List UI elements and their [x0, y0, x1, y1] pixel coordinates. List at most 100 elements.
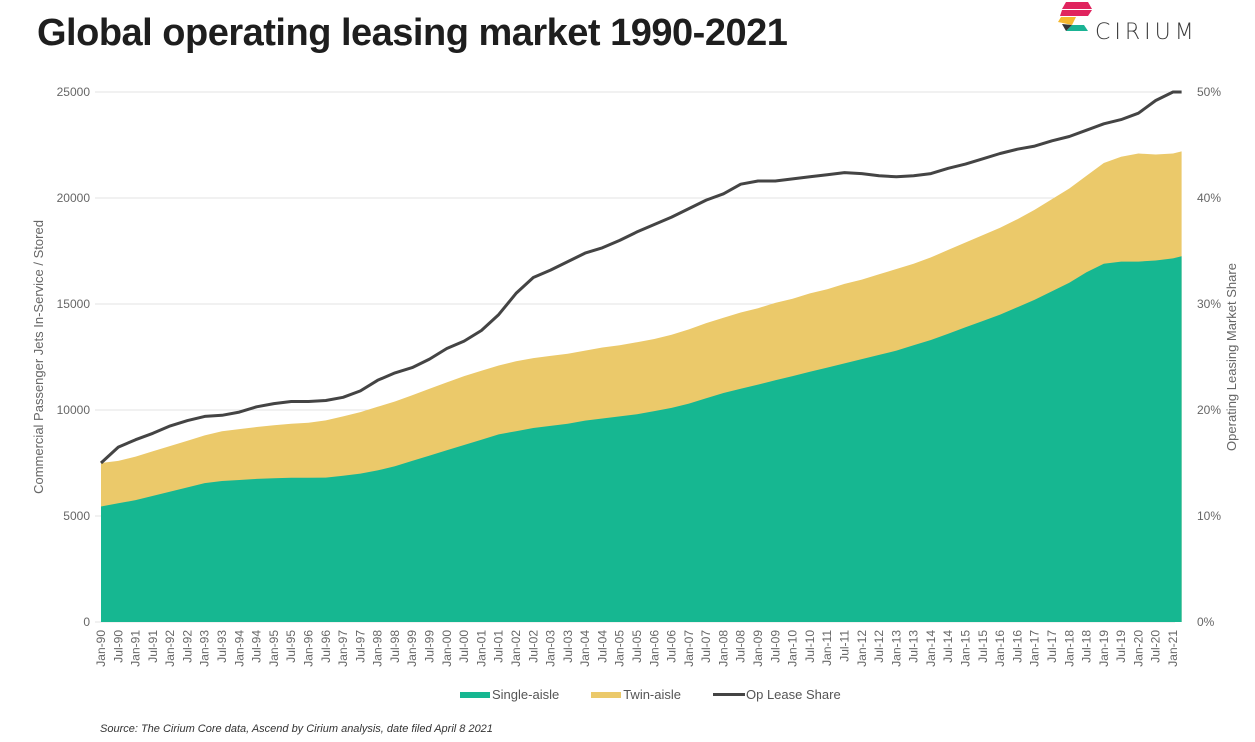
y2-tick-label: 20% — [1197, 403, 1221, 417]
y2-tick-label: 50% — [1197, 85, 1221, 99]
chart-legend: Single-aisle Twin-aisle Op Lease Share — [460, 687, 873, 702]
x-tick-label: Jan-13 — [889, 630, 903, 667]
logo-stripe-yellow — [1058, 17, 1076, 25]
logo-stripe-red-2 — [1060, 10, 1092, 16]
x-tick-label: Jul-98 — [388, 630, 402, 663]
x-tick-label: Jul-10 — [803, 630, 817, 663]
x-tick-label: Jan-20 — [1131, 630, 1145, 667]
logo-stripe-teal — [1066, 25, 1088, 31]
x-tick-label: Jul-94 — [250, 630, 264, 663]
x-tick-label: Jul-17 — [1045, 630, 1059, 663]
y2-axis-title: Operating Leasing Market Share — [1224, 263, 1239, 451]
y-tick-label: 20000 — [57, 191, 91, 205]
x-tick-label: Jan-92 — [163, 630, 177, 667]
x-tick-label: Jul-02 — [526, 630, 540, 663]
x-tick-label: Jul-12 — [872, 630, 886, 663]
x-tick-label: Jan-11 — [820, 630, 834, 666]
x-tick-label: Jan-19 — [1097, 630, 1111, 667]
x-tick-label: Jul-09 — [768, 630, 782, 663]
x-tick-label: Jan-21 — [1166, 630, 1180, 667]
x-tick-label: Jul-97 — [353, 630, 367, 663]
x-tick-label: Jul-20 — [1149, 630, 1163, 663]
x-tick-label: Jul-92 — [181, 630, 195, 663]
x-tick-label: Jan-04 — [578, 630, 592, 667]
single-aisle-swatch — [460, 691, 490, 698]
x-tick-label: Jan-15 — [959, 630, 973, 667]
chart-title: Global operating leasing market 1990-202… — [37, 12, 788, 54]
x-tick-label: Jul-18 — [1080, 630, 1094, 663]
x-tick-label: Jul-14 — [941, 630, 955, 663]
cirium-logo — [1058, 0, 1248, 50]
x-tick-label: Jan-09 — [751, 630, 765, 667]
legend-label: Single-aisle — [492, 687, 560, 702]
legend-label: Op Lease Share — [746, 687, 841, 702]
x-tick-label: Jul-05 — [630, 630, 644, 663]
x-tick-label: Jul-03 — [561, 630, 575, 663]
x-tick-label: Jan-97 — [336, 630, 350, 667]
x-tick-label: Jul-96 — [319, 630, 333, 663]
y-tick-label: 25000 — [57, 85, 91, 99]
x-tick-label: Jan-05 — [613, 630, 627, 667]
x-tick-label: Jan-91 — [129, 630, 143, 667]
x-tick-label: Jul-01 — [492, 630, 506, 663]
x-tick-label: Jan-08 — [717, 630, 731, 667]
x-tick-label: Jan-01 — [474, 630, 488, 667]
legend-item-op-lease-share[interactable]: Op Lease Share — [713, 687, 841, 702]
x-tick-label: Jan-16 — [993, 630, 1007, 667]
x-tick-label: Jan-06 — [647, 630, 661, 667]
x-tick-label: Jul-15 — [976, 630, 990, 663]
x-tick-label: Jan-18 — [1062, 630, 1076, 667]
x-tick-label: Jul-91 — [146, 630, 160, 663]
x-tick-label: Jul-08 — [734, 630, 748, 663]
x-tick-label: Jul-19 — [1114, 630, 1128, 663]
x-tick-label: Jul-13 — [907, 630, 921, 663]
x-tick-label: Jul-95 — [284, 630, 298, 663]
y2-tick-label: 10% — [1197, 509, 1221, 523]
y-tick-label: 15000 — [57, 297, 91, 311]
legend-label: Twin-aisle — [623, 687, 681, 702]
cirium-logo-icon — [1058, 2, 1092, 31]
x-tick-label: Jan-02 — [509, 630, 523, 667]
x-tick-label: Jan-03 — [544, 630, 558, 667]
left-axis-ticks: 0 5000 10000 15000 20000 25000 — [57, 85, 91, 629]
op-lease-share-line — [99, 90, 1182, 465]
x-axis-ticks: Jan-90 Jul-90 Jan-91 Jul-91 Jan-92 Jul-92 Jan-… — [94, 630, 1180, 667]
x-tick-label: Jan-93 — [198, 630, 212, 667]
x-tick-label: Jul-16 — [1010, 630, 1024, 663]
x-tick-label: Jan-99 — [405, 630, 419, 667]
x-tick-label: Jan-17 — [1028, 630, 1042, 667]
logo-text: CIRIUM — [1095, 20, 1198, 45]
legend-item-twin-aisle[interactable]: Twin-aisle — [591, 687, 681, 702]
op-lease-share-swatch — [713, 693, 745, 696]
x-tick-label: Jul-99 — [423, 630, 437, 663]
x-tick-label: Jan-98 — [371, 630, 385, 667]
y-tick-label: 10000 — [57, 403, 91, 417]
x-tick-label: Jul-00 — [457, 630, 471, 663]
y2-tick-label: 30% — [1197, 297, 1221, 311]
x-tick-label: Jul-11 — [838, 630, 852, 662]
x-tick-label: Jan-14 — [924, 630, 938, 667]
x-tick-label: Jan-95 — [267, 630, 281, 667]
single-aisle-area — [101, 256, 1182, 622]
legend-item-single-aisle[interactable]: Single-aisle — [460, 687, 559, 702]
logo-stripe-dark — [1062, 24, 1072, 31]
x-tick-label: Jul-07 — [699, 630, 713, 663]
logo-stripe-red — [1062, 2, 1092, 9]
y-axis-title: Commercial Passenger Jets In-Service / S… — [31, 220, 46, 494]
right-axis-ticks: 0% 10% 20% 30% 40% 50% — [1197, 85, 1221, 629]
x-tick-label: Jan-07 — [682, 630, 696, 667]
area-series — [101, 151, 1182, 622]
source-note: Source: The Cirium Core data, Ascend by … — [100, 723, 493, 735]
x-tick-label: Jul-06 — [665, 630, 679, 663]
x-tick-label: Jan-12 — [855, 630, 869, 667]
y2-tick-label: 40% — [1197, 191, 1221, 205]
x-tick-label: Jan-90 — [94, 630, 108, 667]
x-tick-label: Jul-93 — [215, 630, 229, 663]
x-tick-label: Jan-96 — [302, 630, 316, 667]
twin-aisle-swatch — [591, 691, 622, 698]
y-tick-label: 0 — [83, 615, 90, 629]
x-tick-label: Jan-00 — [440, 630, 454, 667]
x-tick-label: Jul-04 — [595, 630, 609, 663]
x-tick-label: Jul-90 — [111, 630, 125, 663]
